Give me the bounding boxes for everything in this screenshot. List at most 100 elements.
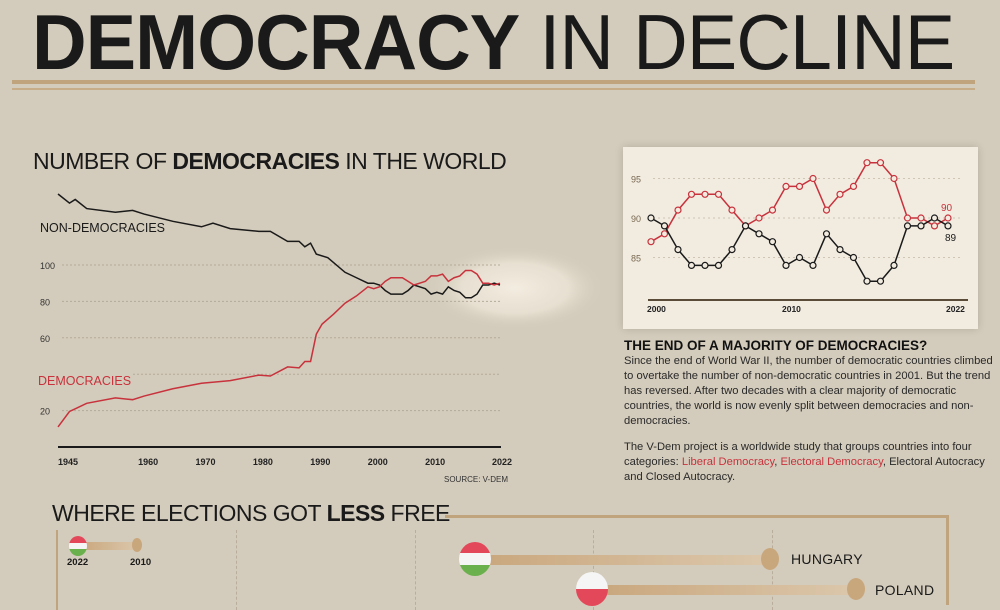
y-tick-label: 95	[631, 175, 641, 185]
data-point-non-democracies	[849, 253, 858, 262]
explanation-heading: THE END OF A MAJORITY OF DEMOCRACIES?	[624, 338, 928, 353]
x-tick-label: 1970	[196, 457, 216, 467]
series-line-democracies	[650, 161, 949, 243]
y-tick-label: 60	[40, 334, 50, 344]
end-label-non-democracies: 89	[945, 233, 957, 244]
x-tick-label: 1960	[138, 457, 158, 467]
country-label-hungary: HUNGARY	[791, 551, 863, 567]
hungary-bar	[480, 555, 775, 565]
data-point-non-democracies	[660, 222, 669, 230]
data-point-non-democracies	[741, 222, 750, 230]
data-point-non-democracies	[795, 253, 804, 262]
category-closed-autocracy: Closed Autocracy	[645, 471, 733, 483]
poland-flag-icon	[576, 572, 608, 606]
data-point-democracies	[930, 222, 939, 230]
x-tick-label: 1945	[58, 457, 78, 467]
poland-2010-dot	[847, 578, 865, 600]
country-label-poland: POLAND	[875, 582, 935, 598]
y-tick-label: 80	[40, 297, 50, 307]
category-electoral-autocracy: Electoral Autocracy	[889, 456, 985, 468]
x-tick-label: 2000	[368, 457, 388, 467]
data-point-non-democracies	[903, 222, 912, 230]
series-line-non-democracies	[650, 217, 949, 282]
title-divider-thin	[12, 88, 975, 90]
source-note: SOURCE: V-DEM	[444, 475, 508, 484]
data-point-non-democracies	[674, 245, 682, 254]
data-point-non-democracies	[701, 261, 709, 270]
data-point-democracies	[674, 206, 682, 214]
category-electoral-democracy: Electoral Democracy	[780, 456, 883, 468]
poland-bar	[600, 585, 862, 595]
legend-end-dot	[132, 538, 142, 552]
x-tick-label: 2010	[782, 304, 801, 314]
data-point-democracies	[944, 214, 952, 222]
elections-heading: WHERE ELECTIONS GOT LESS FREE	[52, 500, 450, 526]
data-point-non-democracies	[728, 245, 736, 254]
data-point-non-democracies	[944, 222, 952, 230]
legend-start-year: 2022	[67, 557, 89, 568]
data-point-democracies	[714, 190, 723, 198]
data-point-democracies	[660, 230, 669, 238]
data-point-non-democracies	[890, 261, 898, 270]
data-point-democracies	[795, 182, 804, 191]
main-line-chart: 20 60 80 100 1945 1960 1970 1980 1990 2000 2010 202…	[38, 193, 605, 484]
x-tick-label: 2010	[425, 457, 445, 467]
data-point-non-democracies	[836, 245, 844, 254]
hungary-flag-icon	[69, 536, 87, 556]
data-point-democracies	[755, 214, 763, 222]
data-point-non-democracies	[822, 230, 831, 238]
data-point-democracies	[809, 174, 817, 183]
data-point-non-democracies	[755, 230, 763, 238]
vdem-paragraph: The V-Dem project is a worldwide study t…	[624, 441, 985, 483]
data-point-democracies	[890, 174, 898, 183]
end-label-democracies: 90	[941, 203, 953, 214]
data-point-democracies	[782, 182, 790, 191]
data-point-non-democracies	[782, 261, 790, 270]
data-point-democracies	[768, 206, 777, 214]
series-label-democracies: DEMOCRACIES	[38, 374, 131, 388]
inset-zoom-chart: 85 90 95 2000 2010 2022 90 89	[623, 147, 978, 329]
explanation-paragraph: Since the end of World War II, the numbe…	[624, 355, 993, 427]
data-point-non-democracies	[687, 261, 696, 270]
gridline	[772, 530, 773, 610]
data-point-democracies	[836, 190, 844, 198]
legend-bar	[80, 542, 140, 550]
series-line-democracies	[57, 269, 501, 428]
data-point-democracies	[876, 159, 885, 167]
main-chart-heading: NUMBER OF DEMOCRACIES IN THE WORLD	[33, 148, 507, 174]
data-point-democracies	[647, 238, 655, 246]
title-bold: DEMOCRACY	[32, 0, 520, 86]
data-point-non-democracies	[809, 261, 817, 270]
data-point-non-democracies	[863, 277, 871, 285]
x-tick-label: 2022	[492, 457, 512, 467]
category-liberal-democracy: Liberal Democracy	[681, 456, 775, 468]
data-point-democracies	[849, 182, 858, 191]
highlight-glow	[425, 246, 605, 330]
data-point-democracies	[822, 206, 831, 214]
series-line-non-democracies	[57, 193, 501, 299]
data-point-non-democracies	[917, 222, 925, 230]
x-tick-label: 1990	[310, 457, 330, 467]
title-light: IN DECLINE	[539, 0, 955, 86]
data-point-non-democracies	[876, 277, 885, 285]
y-tick-label: 85	[631, 254, 641, 264]
data-point-democracies	[701, 190, 709, 198]
explanation-text: THE END OF A MAJORITY OF DEMOCRACIES? Si…	[624, 338, 994, 496]
data-point-non-democracies	[768, 238, 777, 246]
x-tick-label: 2022	[946, 304, 965, 314]
frame-line	[946, 515, 949, 605]
y-tick-label: 100	[40, 261, 55, 271]
gridline	[593, 530, 594, 610]
x-tick-label: 1980	[253, 457, 273, 467]
frame-line	[445, 515, 948, 518]
frame-line	[56, 530, 58, 610]
title-divider	[12, 80, 975, 84]
data-point-democracies	[728, 206, 736, 214]
series-label-non-democracies: NON-DEMOCRACIES	[40, 221, 165, 235]
data-point-democracies	[863, 159, 871, 167]
hungary-2010-dot	[761, 548, 779, 570]
data-point-non-democracies	[930, 214, 939, 222]
data-point-democracies	[687, 190, 696, 198]
hungary-flag-icon	[459, 542, 491, 576]
gridline	[415, 530, 416, 610]
